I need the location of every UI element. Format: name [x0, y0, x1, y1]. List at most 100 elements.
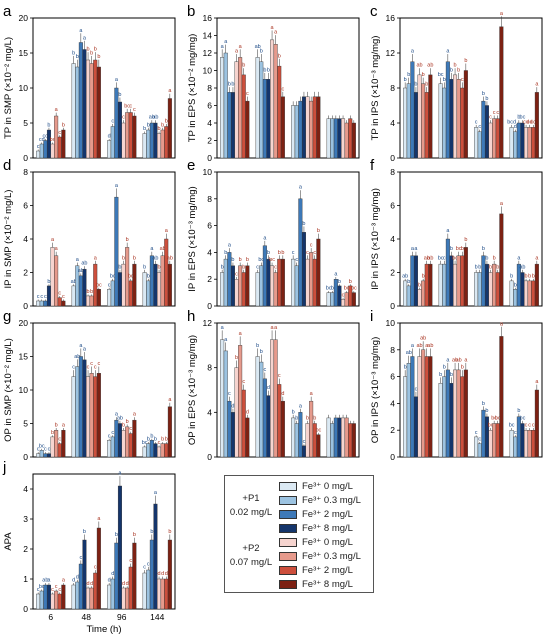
significance-label: b [147, 437, 150, 443]
significance-label: a [133, 412, 137, 418]
bar [527, 127, 532, 159]
bar [341, 118, 346, 159]
significance-label: cd [42, 134, 48, 140]
y-tick-label: 6 [23, 201, 28, 211]
significance-label: b [147, 273, 150, 279]
y-tick-label: 12 [386, 48, 396, 58]
bar [406, 83, 411, 159]
significance-label: a [271, 325, 275, 331]
significance-label: a [414, 246, 418, 252]
y-tick-label: 4 [390, 398, 395, 408]
y-tick-label: 0 [390, 153, 395, 163]
significance-label: b [83, 529, 86, 535]
significance-label: b [443, 77, 446, 83]
bar [89, 63, 94, 159]
bar [160, 255, 165, 307]
y-tick-label: 1 [23, 574, 28, 584]
significance-label: b [90, 289, 93, 295]
y-tick-label: 0 [23, 452, 28, 462]
bar [61, 129, 66, 159]
bar [96, 373, 101, 458]
significance-label: b [422, 273, 425, 279]
bar [153, 263, 158, 307]
bar [312, 96, 317, 159]
plot-frame [399, 322, 543, 458]
bar [495, 118, 500, 159]
bar [348, 118, 353, 159]
bar [245, 417, 250, 458]
bar [270, 39, 275, 159]
significance-label: b [90, 50, 93, 56]
y-tick-label: 8 [390, 83, 395, 93]
significance-label: a [299, 185, 303, 191]
bar [78, 563, 83, 610]
significance-label: b [72, 50, 75, 56]
y-tick-label: 15 [19, 352, 29, 362]
bar [241, 272, 246, 307]
bar [499, 336, 504, 458]
bar [157, 578, 162, 610]
panel-letter: d [3, 157, 11, 174]
y-tick-label: 4 [207, 247, 212, 257]
bar [524, 127, 529, 159]
bar [61, 584, 66, 610]
significance-label: c [72, 365, 75, 371]
bar [82, 268, 87, 307]
bar [410, 255, 415, 307]
bar [428, 356, 433, 458]
bar [146, 129, 151, 159]
significance-label: b [485, 408, 488, 414]
bar [428, 74, 433, 159]
bar [46, 453, 51, 458]
significance-label: ab [255, 44, 261, 50]
bar [330, 292, 335, 307]
y-tick-label: 4 [207, 118, 212, 128]
bar [424, 92, 429, 159]
significance-label: bc [509, 423, 515, 429]
significance-label: bc [39, 584, 45, 590]
significance-label: ab [71, 279, 77, 285]
bar [453, 369, 458, 458]
bar [125, 587, 130, 610]
significance-label: c [58, 291, 61, 297]
significance-label: c [478, 437, 481, 443]
y-axis-label: OP in EPS (×10⁻³ mg/mg) [187, 335, 198, 445]
y-tick-label: 10 [203, 167, 213, 177]
significance-label: b [485, 96, 488, 102]
legend-item-label: Fe³⁺ 8 mg/L [302, 522, 353, 534]
bar [438, 383, 443, 458]
bar [298, 198, 303, 307]
significance-label: ab [456, 357, 462, 363]
significance-label: c [228, 391, 231, 397]
significance-label: bcd [507, 119, 516, 125]
significance-label: a [310, 391, 314, 397]
legend-item-7: Fe³⁺ 2 mg/L [279, 564, 353, 576]
bar [160, 129, 165, 159]
significance-label: b [475, 264, 478, 270]
bar [348, 423, 353, 458]
significance-label: b [306, 415, 309, 421]
bar [259, 361, 264, 458]
bar [417, 356, 422, 458]
significance-label: a [154, 490, 158, 496]
panel-letter: b [187, 3, 195, 20]
significance-label: b [457, 67, 460, 73]
significance-label: b [126, 237, 129, 243]
significance-label: b [118, 264, 121, 270]
significance-label: c [528, 423, 531, 429]
bar [277, 258, 282, 307]
x-tick-label: 144 [150, 612, 164, 622]
significance-label: b [422, 72, 425, 78]
significance-label: c [256, 264, 259, 270]
bar [474, 272, 479, 307]
x-tick-label: 96 [117, 612, 127, 622]
significance-label: a [79, 343, 83, 349]
bar [61, 300, 66, 307]
significance-label: b [510, 273, 513, 279]
bar [146, 443, 151, 458]
significance-label: b [260, 349, 263, 355]
y-tick-label: 0 [23, 604, 28, 614]
legend-item-label: Fe³⁺ 2 mg/L [302, 508, 353, 520]
